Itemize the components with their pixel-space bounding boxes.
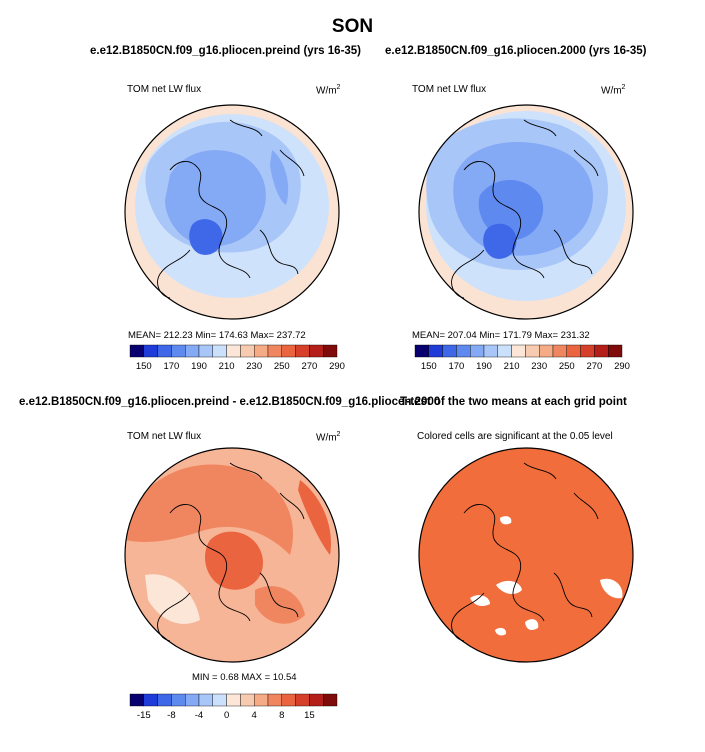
panel1-variable-label: TOM net LW flux bbox=[127, 84, 202, 95]
colorbar-swatch bbox=[184, 344, 200, 358]
colorbar-swatch bbox=[143, 693, 158, 707]
colorbar-swatch bbox=[309, 344, 324, 358]
colorbar-swatch bbox=[226, 693, 241, 707]
colorbar-swatch bbox=[281, 344, 296, 358]
colorbar-swatch bbox=[442, 344, 457, 358]
colorbar-swatch bbox=[143, 344, 158, 358]
colorbar-swatch bbox=[470, 344, 485, 358]
colorbar-tick-label: 15 bbox=[304, 710, 315, 721]
colorbar-swatch bbox=[456, 344, 471, 358]
colorbar-tick-label: 290 bbox=[614, 361, 630, 372]
colorbar-tick-label: 210 bbox=[219, 361, 235, 372]
colorbar-tick-label: -15 bbox=[137, 710, 151, 721]
panel2-stats: MEAN= 207.04 Min= 171.79 Max= 231.32 bbox=[412, 330, 590, 341]
colorbar-swatch bbox=[129, 693, 145, 707]
colorbar-swatch bbox=[608, 344, 623, 358]
panel2-variable-label: TOM net LW flux bbox=[412, 84, 487, 95]
colorbar-tick-label: 270 bbox=[301, 361, 317, 372]
colorbar-swatch bbox=[295, 344, 310, 358]
colorbar-swatch bbox=[483, 344, 499, 358]
colorbar-tick-label: -4 bbox=[195, 710, 203, 721]
panel4-title: T-test of the two means at each grid poi… bbox=[400, 396, 627, 408]
colorbar-tick-label: 8 bbox=[279, 710, 284, 721]
colorbar-swatch bbox=[157, 693, 172, 707]
colorbar-tick-label: 250 bbox=[559, 361, 575, 372]
colorbar-tick-label: 0 bbox=[224, 710, 229, 721]
colorbar-swatch bbox=[267, 693, 283, 707]
colorbar-swatch bbox=[309, 693, 324, 707]
panel3-variable-label: TOM net LW flux bbox=[127, 431, 202, 442]
panel2-colorbar: 150 170 190 210 230 250 270 290 bbox=[414, 344, 630, 372]
panel1-case-title: e.e12.B1850CN.f09_g16.pliocen.preind (yr… bbox=[90, 45, 362, 57]
colorbar-swatch bbox=[129, 344, 145, 358]
colorbar-tick-label: 150 bbox=[136, 361, 152, 372]
panel1-stats: MEAN= 212.23 Min= 174.63 Max= 237.72 bbox=[128, 330, 306, 341]
panel1-map bbox=[124, 104, 340, 320]
panel3-case-title: e.e12.B1850CN.f09_g16.pliocen.preind - e… bbox=[19, 396, 441, 408]
colorbar-tick-label: 210 bbox=[504, 361, 520, 372]
colorbar-swatch bbox=[428, 344, 443, 358]
colorbar-swatch bbox=[281, 693, 296, 707]
colorbar-swatch bbox=[212, 693, 227, 707]
colorbar-swatch bbox=[511, 344, 526, 358]
colorbar-swatch bbox=[240, 693, 255, 707]
colorbar-tick-label: 230 bbox=[246, 361, 262, 372]
colorbar-swatch bbox=[539, 344, 554, 358]
colorbar-tick-label: 270 bbox=[586, 361, 602, 372]
panel2-case-title: e.e12.B1850CN.f09_g16.pliocen.2000 (yrs … bbox=[385, 45, 647, 57]
panel1-units-label: W/m2 bbox=[316, 84, 341, 97]
panel2-map bbox=[418, 104, 634, 320]
panel4-note: Colored cells are significant at the 0.0… bbox=[417, 431, 613, 442]
panel3-units-label: W/m2 bbox=[316, 431, 341, 444]
colorbar-swatch bbox=[198, 344, 214, 358]
panel1-colorbar: 150 170 190 210 230 250 270 290 bbox=[129, 344, 345, 372]
colorbar-swatch bbox=[240, 344, 255, 358]
coastlines bbox=[157, 119, 599, 642]
colorbar-swatch bbox=[594, 344, 609, 358]
colorbar-swatch bbox=[212, 344, 227, 358]
colorbar-tick-label: 250 bbox=[274, 361, 290, 372]
colorbar-swatch bbox=[157, 344, 172, 358]
colorbar-tick-label: 290 bbox=[329, 361, 345, 372]
colorbar-swatch bbox=[497, 344, 512, 358]
colorbar-swatch bbox=[414, 344, 430, 358]
colorbar-swatch bbox=[566, 344, 581, 358]
colorbar-tick-label: 190 bbox=[191, 361, 207, 372]
colorbar-swatch bbox=[525, 344, 540, 358]
colorbar-tick-label: 150 bbox=[421, 361, 437, 372]
panel3-stats: MIN = 0.68 MAX = 10.54 bbox=[192, 672, 297, 683]
colorbar-tick-label: 170 bbox=[163, 361, 179, 372]
colorbar-swatch bbox=[552, 344, 568, 358]
colorbar-tick-label: 190 bbox=[476, 361, 492, 372]
colorbar-swatch bbox=[171, 344, 186, 358]
colorbar-tick-label: 170 bbox=[448, 361, 464, 372]
colorbar-swatch bbox=[184, 693, 200, 707]
colorbar-tick-label: 4 bbox=[252, 710, 257, 721]
colorbar-tick-label: 230 bbox=[531, 361, 547, 372]
colorbar-swatch bbox=[323, 344, 338, 358]
colorbar-swatch bbox=[198, 693, 214, 707]
colorbar-swatch bbox=[226, 344, 241, 358]
panel2-units-label: W/m2 bbox=[601, 84, 626, 97]
colorbar-swatch bbox=[295, 693, 310, 707]
colorbar-swatch bbox=[253, 344, 269, 358]
panel3-colorbar: -15 -8 -4 0 4 8 15 bbox=[129, 693, 338, 721]
colorbar-swatch bbox=[323, 693, 338, 707]
colorbar-tick-label: -8 bbox=[167, 710, 175, 721]
colorbar-swatch bbox=[580, 344, 595, 358]
panel4-map bbox=[418, 447, 634, 663]
colorbar-swatch bbox=[171, 693, 186, 707]
colorbar-swatch bbox=[253, 693, 269, 707]
colorbar-swatch bbox=[267, 344, 283, 358]
panel3-map bbox=[124, 447, 340, 663]
figure-title: SON bbox=[331, 16, 374, 37]
